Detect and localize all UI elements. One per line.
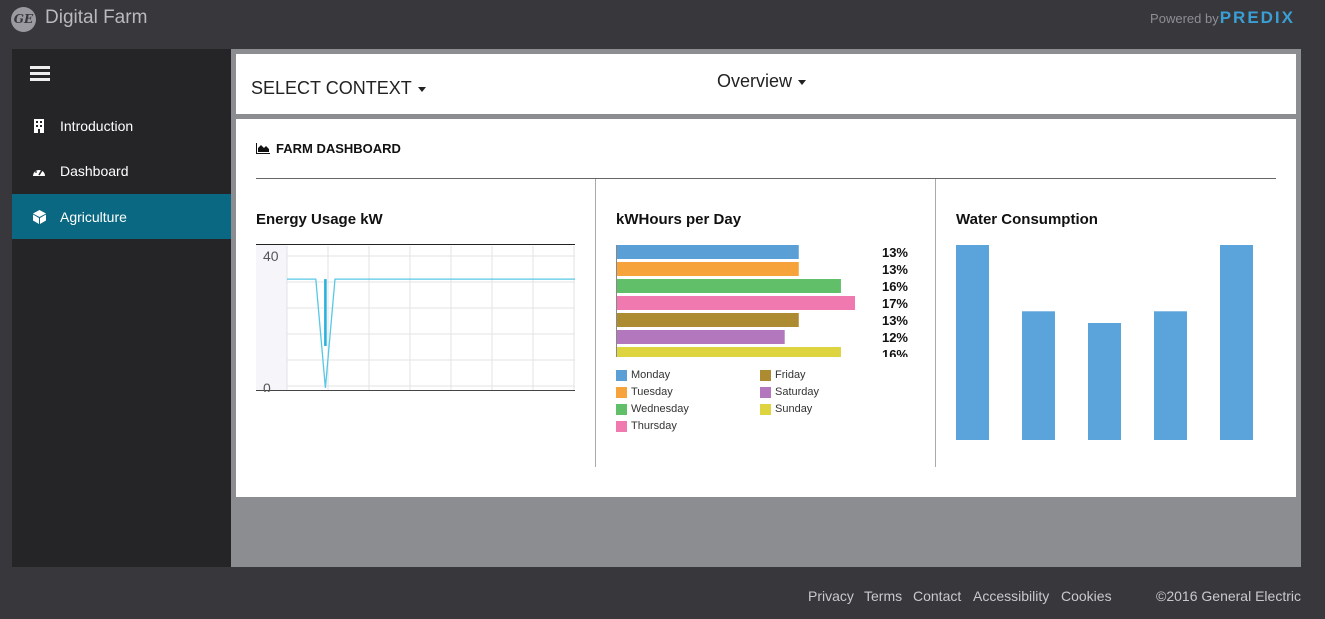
overview-dropdown[interactable]: Overview	[717, 71, 807, 92]
water-bar	[1154, 311, 1187, 440]
y-axis-band	[256, 244, 287, 390]
y-tick-label: 40	[263, 248, 279, 264]
footer-link-privacy[interactable]: Privacy	[808, 588, 854, 604]
kwh-bar-monday	[616, 245, 799, 259]
kwh-data-label: 17%	[882, 296, 908, 311]
legend-label: Wednesday	[631, 403, 689, 415]
water-consumption-chart	[956, 245, 1253, 440]
sidebar-item-agriculture[interactable]: Agriculture	[12, 194, 231, 239]
sidebar-item-introduction[interactable]: Introduction	[12, 103, 231, 148]
select-context-label: SELECT CONTEXT	[251, 78, 412, 98]
legend-swatch	[616, 403, 627, 415]
legend-swatch	[760, 403, 771, 415]
kwh-data-label: 13%	[882, 262, 908, 277]
legend-swatch	[616, 369, 627, 381]
footer-link-cookies[interactable]: Cookies	[1061, 588, 1112, 604]
legend-item-saturday: Saturday	[760, 386, 819, 398]
energy-usage-chart: 40 0	[256, 244, 575, 392]
dashboard-title-text: FARM DASHBOARD	[276, 141, 401, 156]
footer-link-contact[interactable]: Contact	[913, 588, 962, 604]
legend-label: Tuesday	[631, 386, 673, 398]
farm-dashboard: FARM DASHBOARD Energy Usage kW 40 0 kWHou…	[236, 119, 1296, 497]
footer-link-terms[interactable]: Terms	[864, 588, 903, 604]
legend-swatch	[760, 369, 771, 381]
energy-card-title: Energy Usage kW	[256, 211, 383, 228]
legend-label: Saturday	[775, 386, 820, 398]
powered-by-text: Powered by	[1150, 11, 1219, 26]
legend-label: Monday	[631, 369, 671, 381]
kwh-bar-friday	[616, 313, 799, 327]
sidebar-item-label: Dashboard	[60, 162, 129, 179]
legend-swatch	[616, 420, 627, 432]
water-bar	[1022, 311, 1055, 440]
caret-down-icon	[417, 86, 426, 92]
legend-label: Friday	[775, 369, 806, 381]
predix-brand: PREDIX	[1219, 8, 1295, 27]
legend-item-tuesday: Tuesday	[616, 386, 673, 398]
legend-item-wednesday: Wednesday	[616, 403, 689, 415]
caret-down-icon	[798, 79, 807, 85]
kwh-bar-tuesday	[616, 262, 799, 276]
copyright: ©2016 General Electric	[1156, 588, 1301, 604]
kwh-bar-wednesday	[616, 279, 841, 293]
kwh-card-title: kWHours per Day	[616, 211, 742, 228]
sidebar-item-dashboard[interactable]: Dashboard	[12, 148, 231, 193]
kwh-data-label: 13%	[882, 245, 908, 260]
sidebar-item-label: Agriculture	[60, 208, 127, 225]
kwh-data-label: 12%	[882, 330, 908, 345]
kwh-bar-thursday	[616, 296, 855, 310]
footer-link-accessibility[interactable]: Accessibility	[973, 588, 1050, 604]
top-bar: GE Digital Farm Powered byPREDIX	[0, 0, 1325, 40]
app-title: Digital Farm	[45, 7, 148, 28]
powered-by: Powered byPREDIX	[1150, 8, 1295, 28]
legend-item-thursday: Thursday	[616, 420, 677, 432]
legend-swatch	[616, 386, 627, 398]
energy-series-line	[287, 278, 575, 389]
kwh-data-label: 16%	[882, 279, 908, 294]
divider	[256, 178, 1276, 179]
hamburger-menu-icon[interactable]	[30, 66, 50, 82]
kwh-per-day-chart: 13% 13% 16% 17% 13% 12% 16%	[616, 245, 908, 357]
kwh-data-label: 13%	[882, 313, 908, 328]
energy-spike	[324, 279, 327, 346]
area-chart-icon	[256, 143, 270, 154]
kwh-bar-saturday	[616, 330, 785, 344]
dashboard-title: FARM DASHBOARD	[256, 141, 401, 156]
legend-label: Sunday	[775, 403, 813, 415]
legend-item-monday: Monday	[616, 369, 670, 381]
main-content: SELECT CONTEXT Overview FARM DASHBOARD E…	[231, 49, 1301, 567]
sidebar-item-label: Introduction	[60, 117, 134, 134]
overview-label: Overview	[717, 71, 793, 91]
divider	[935, 179, 936, 467]
legend-item-friday: Friday	[760, 369, 806, 381]
water-bar	[1088, 323, 1121, 440]
context-bar: SELECT CONTEXT Overview	[236, 54, 1296, 114]
cube-icon	[32, 209, 46, 224]
building-icon	[32, 118, 46, 133]
footer: Privacy Terms Contact Accessibility Cook…	[0, 588, 1325, 608]
dashboard-icon	[32, 164, 46, 178]
kwh-bar-sunday	[616, 347, 841, 357]
water-card-title: Water Consumption	[956, 211, 1098, 228]
y-tick-label: 0	[263, 380, 271, 392]
kwh-data-label: 16%	[882, 347, 908, 357]
legend-swatch	[760, 386, 771, 398]
ge-logo-icon: GE	[11, 7, 36, 32]
divider	[595, 179, 596, 467]
select-context-dropdown[interactable]: SELECT CONTEXT	[251, 78, 426, 99]
water-bar	[956, 245, 989, 440]
legend-label: Thursday	[631, 420, 677, 432]
sidebar: Introduction Dashboard Agriculture	[12, 49, 231, 567]
water-bar	[1220, 245, 1253, 440]
legend-item-sunday: Sunday	[760, 403, 812, 415]
